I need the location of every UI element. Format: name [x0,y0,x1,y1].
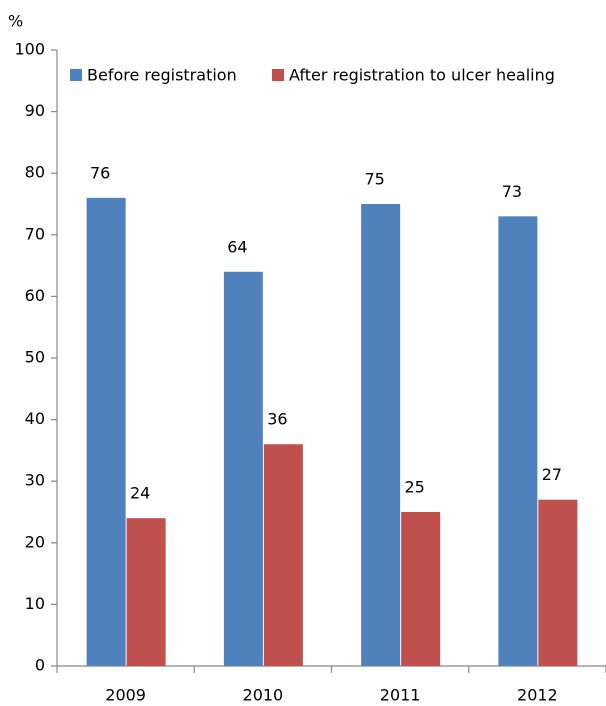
data-label: 27 [542,465,562,484]
y-tick-label: 40 [25,409,45,428]
y-tick-label: 10 [25,594,45,613]
data-label: 76 [90,163,110,182]
x-tick-label: 2009 [105,686,146,705]
y-tick-label: 20 [25,532,45,551]
legend-swatch [70,69,82,81]
x-tick-label: 2012 [517,686,558,705]
data-label: 64 [227,237,247,256]
bar [263,444,303,666]
bar [126,518,166,666]
bar [223,271,263,666]
legend-swatch [272,69,284,81]
bar [86,197,126,666]
bar [361,204,401,666]
y-tick-label: 80 [25,163,45,182]
y-axis-label: % [8,12,23,31]
bar [498,216,538,666]
y-tick-label: 30 [25,471,45,490]
legend-label: Before registration [87,66,237,85]
bar [401,512,441,666]
y-tick-label: 100 [14,40,45,59]
data-label: 73 [502,182,522,201]
data-label: 36 [267,410,287,429]
legend-label: After registration to ulcer healing [289,66,555,85]
data-label: 24 [130,484,150,503]
bar [538,499,578,666]
y-tick-label: 90 [25,101,45,120]
data-label: 75 [364,170,384,189]
x-tick-label: 2010 [243,686,284,705]
y-tick-label: 60 [25,286,45,305]
data-label: 25 [404,478,424,497]
y-tick-label: 0 [35,656,45,675]
y-tick-label: 50 [25,348,45,367]
x-tick-label: 2011 [380,686,421,705]
y-tick-label: 70 [25,224,45,243]
